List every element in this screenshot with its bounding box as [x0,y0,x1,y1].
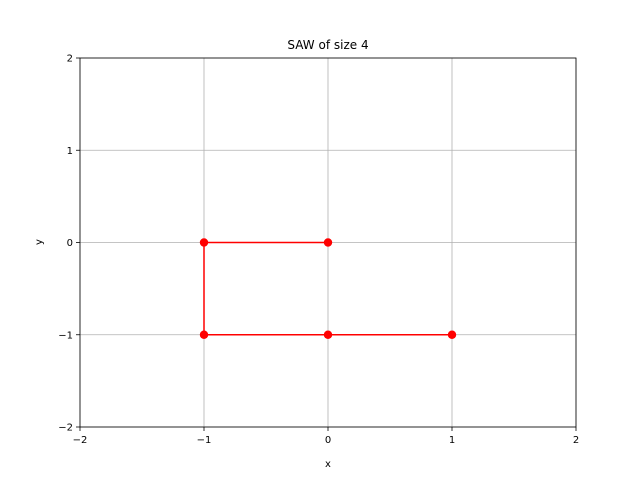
x-tick-label: −1 [197,435,212,446]
y-tick-label: 0 [67,238,73,249]
x-tick-label: 0 [325,435,331,446]
x-tick-label: −2 [73,435,88,446]
data-point [323,238,333,247]
data-point [323,330,333,339]
x-axis-ticks: −2 −1 0 1 2 [73,427,579,446]
data-point [199,238,209,247]
x-tick-label: 1 [449,435,455,446]
y-axis-label: y [34,239,45,245]
chart-title: SAW of size 4 [287,38,368,52]
y-axis-ticks: −2 −1 0 1 2 [58,54,80,434]
y-tick-label: 2 [67,54,73,65]
data-series [199,238,457,339]
y-tick-label: −1 [58,330,73,341]
y-tick-label: 1 [67,146,73,157]
data-point [447,330,457,339]
x-tick-label: 2 [573,435,579,446]
y-tick-label: −2 [58,423,73,434]
x-axis-label: x [325,459,331,470]
data-point [199,330,209,339]
